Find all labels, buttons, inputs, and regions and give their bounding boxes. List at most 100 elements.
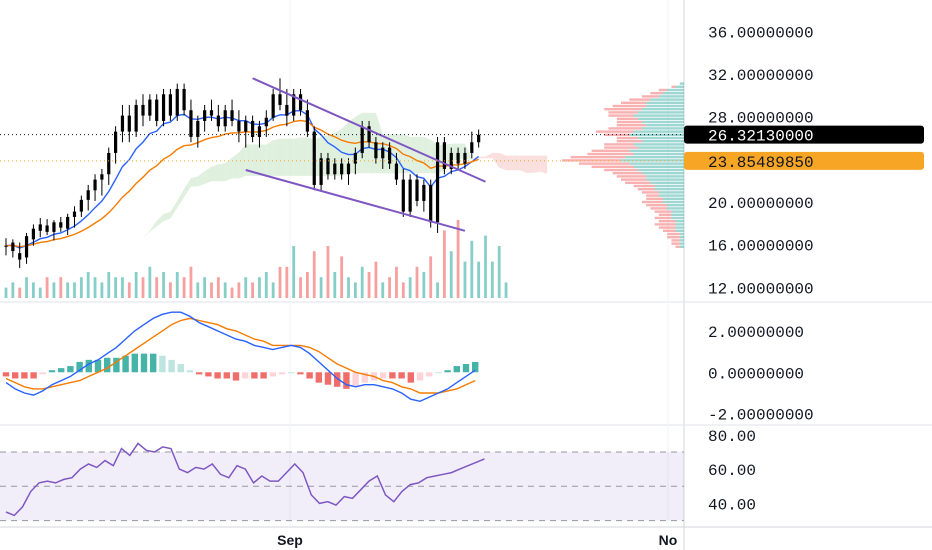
candle-body (394, 163, 399, 180)
volume-bar (278, 266, 282, 298)
vp-down-bar (642, 95, 659, 98)
vp-down-bar (587, 152, 634, 156)
volume-bar (470, 240, 474, 298)
candle-body (86, 190, 90, 200)
volume-bar (264, 272, 268, 298)
rsi-tick-label: 60.00 (708, 462, 756, 480)
volume-bar (333, 272, 337, 298)
macd-histogram-bar (2, 372, 10, 377)
price-axis[interactable]: 36.00000000 32.00000000 28.00000000 20.0000… (684, 24, 924, 298)
candle (312, 126, 316, 191)
vp-up-bar (679, 245, 684, 248)
volume-bar (127, 282, 131, 298)
channel-upper-line (252, 77, 486, 183)
time-axis[interactable]: Sep No (277, 532, 677, 548)
channel-trendlines[interactable] (245, 77, 486, 232)
cloud-segment (506, 155, 513, 171)
candle-body (319, 158, 323, 185)
volume-bar (210, 282, 213, 298)
cloud-segment (512, 155, 520, 171)
macd-histogram-bar (67, 366, 74, 373)
macd-histogram-bar (232, 372, 240, 381)
candle (230, 99, 234, 127)
candle (381, 142, 385, 169)
candle-body (278, 94, 282, 105)
candle-body (31, 228, 35, 240)
candlestick-series[interactable] (4, 78, 481, 269)
volume-bar (182, 277, 186, 298)
vp-up-bar (629, 149, 684, 152)
macd-histogram-bar (398, 372, 405, 379)
macd-histogram-bar (242, 372, 249, 379)
macd-histogram-bar (113, 357, 120, 373)
cloud-segment (190, 176, 198, 187)
volume-bar (18, 287, 22, 298)
candle-body (374, 142, 378, 159)
candle (319, 152, 323, 191)
price-tick-label: 16.00000000 (708, 238, 814, 256)
volume-bar (216, 277, 220, 298)
cloud-segment (464, 143, 472, 160)
candle-body (72, 211, 77, 217)
cloud-segment (341, 122, 349, 176)
cloud-segment (286, 138, 294, 176)
candle (11, 239, 15, 258)
cloud-segment (245, 144, 253, 176)
vp-down-bar (629, 98, 651, 101)
candle (209, 99, 214, 121)
volume-bar (52, 282, 56, 298)
volume-bar (155, 277, 159, 298)
candle (278, 78, 282, 111)
macd-histogram-bar (278, 372, 286, 375)
candle (285, 88, 289, 127)
cloud-segment (143, 230, 150, 238)
cloud-segment (101, 243, 109, 247)
macd-histogram-bar (416, 372, 424, 381)
candle-body (463, 152, 467, 164)
candle-body (230, 110, 234, 121)
volume-bar (443, 230, 446, 298)
candle-body (251, 120, 255, 137)
volume-bar (148, 266, 152, 298)
vp-down-bar (671, 85, 676, 88)
cloud-segment (238, 144, 246, 179)
vp-down-bar (604, 168, 638, 172)
candle-body (333, 163, 337, 175)
macd-histogram-bar (159, 355, 166, 373)
vp-up-bar (654, 188, 684, 191)
vp-up-bar (646, 104, 684, 108)
price-tick-label: 12.00000000 (708, 280, 814, 298)
candle-body (45, 225, 49, 232)
time-label-sep: Sep (277, 532, 303, 548)
vp-down-bar (621, 101, 647, 104)
vp-down-bar (579, 162, 630, 165)
volume-bar (32, 282, 35, 298)
candle (298, 88, 303, 116)
macd-histogram-bar (435, 372, 442, 374)
volume-bar (326, 246, 330, 298)
cloud-segment (293, 137, 301, 176)
candle-body (196, 120, 200, 137)
candle-body (353, 152, 357, 164)
macd-histogram-bar (214, 372, 221, 379)
macd-histogram-bar (251, 372, 258, 379)
volume-bar (408, 277, 412, 298)
vp-up-bar (675, 85, 684, 88)
vp-down-bar (591, 165, 634, 168)
cloud-segment (492, 152, 500, 168)
macd-histogram-bar (122, 355, 129, 373)
volume-bar (401, 282, 405, 298)
vp-down-bar (633, 184, 655, 188)
candle (449, 147, 453, 175)
vp-down-bar (663, 229, 676, 232)
cloud-segment (499, 152, 507, 171)
cloud-segment (170, 200, 178, 219)
candle (257, 120, 262, 148)
macd-histogram-bar (352, 372, 359, 387)
candle (168, 88, 172, 121)
volume-bar (196, 282, 200, 298)
vp-up-bar (663, 200, 684, 204)
vp-up-bar (671, 213, 684, 216)
vp-up-bar (663, 197, 684, 200)
